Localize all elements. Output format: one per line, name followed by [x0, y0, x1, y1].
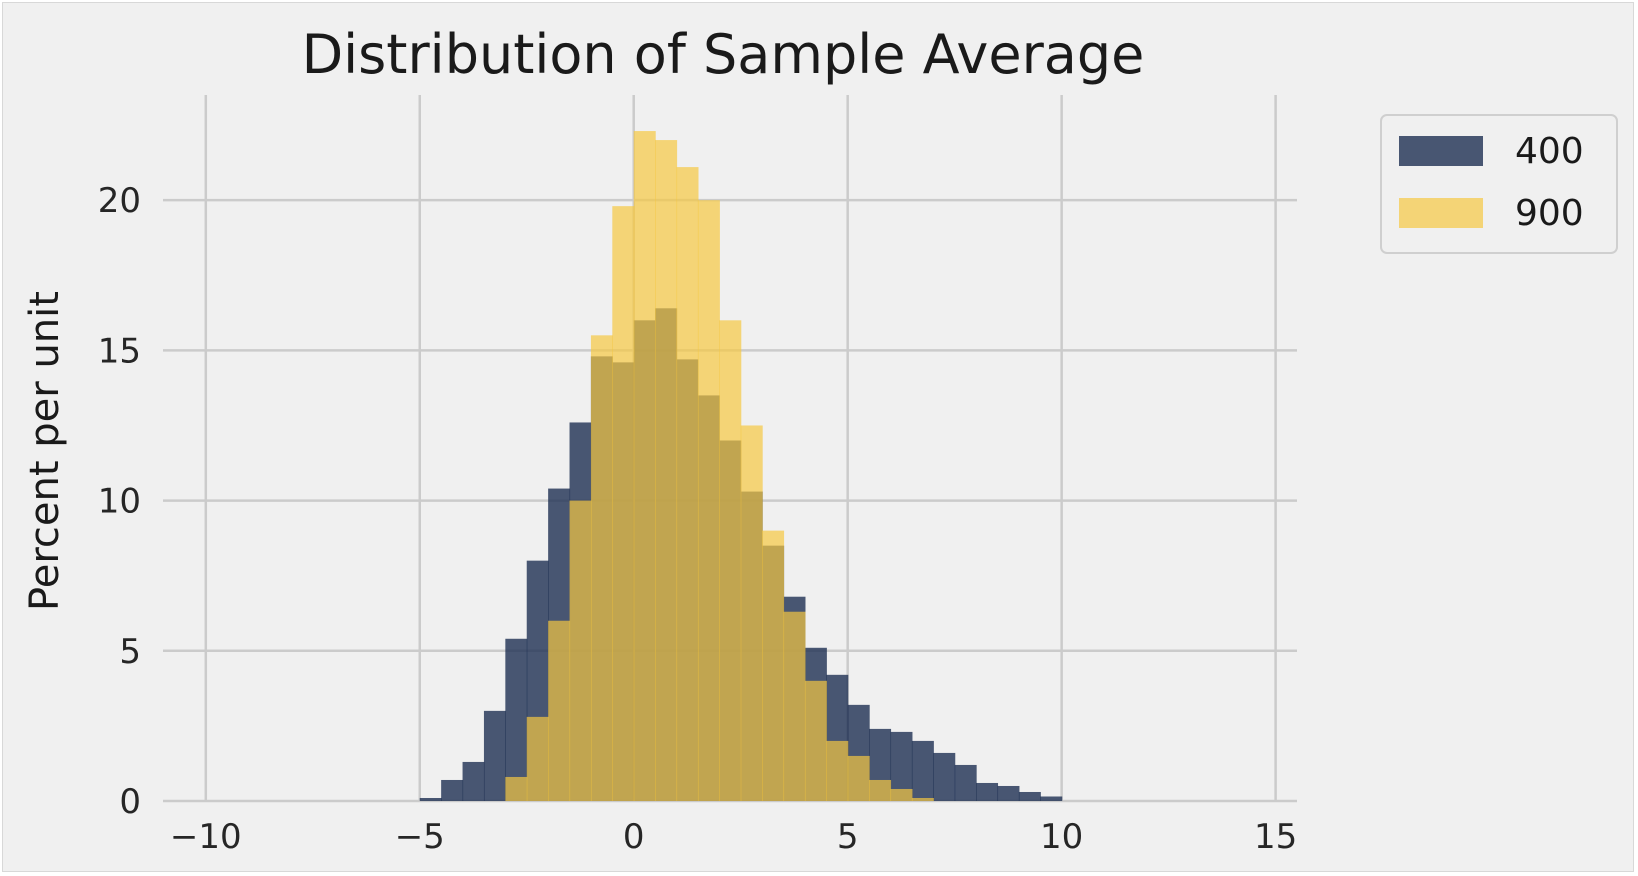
bar-900: [505, 776, 528, 801]
y-tick-label: 15: [98, 331, 141, 371]
bar-900: [590, 335, 613, 801]
bar-400: [890, 731, 913, 801]
bar-900: [740, 425, 763, 801]
x-tick-label: 10: [1040, 817, 1083, 857]
bar-400: [933, 752, 956, 801]
bar-900: [847, 755, 870, 801]
bar-900: [911, 797, 934, 801]
bar-900: [548, 620, 571, 801]
bar-900: [826, 740, 849, 801]
bar-400: [505, 638, 528, 801]
bar-900: [890, 788, 913, 801]
legend-label-900: 900: [1515, 193, 1584, 234]
series-900-bars: [505, 131, 934, 802]
y-tick-label: 10: [98, 482, 141, 522]
bar-400: [483, 710, 506, 801]
bar-400: [997, 785, 1020, 801]
bar-900: [762, 530, 785, 801]
legend-swatch-900: [1399, 198, 1483, 228]
y-tick-label: 20: [98, 181, 141, 221]
bar-400: [954, 764, 977, 801]
x-tick-label: 0: [623, 817, 645, 857]
y-tick-label: 0: [119, 782, 141, 822]
bar-400: [441, 779, 464, 801]
bar-900: [697, 200, 720, 802]
x-tick-label: −10: [170, 817, 242, 857]
bar-900: [655, 140, 678, 801]
bar-400: [1018, 791, 1041, 801]
x-axis-ticks: −10 −5 0 5 10 15: [170, 817, 1297, 857]
legend: 400 900: [1380, 114, 1618, 254]
bar-900: [783, 611, 806, 801]
bar-900: [612, 206, 635, 801]
bar-400: [419, 797, 442, 801]
bar-900: [633, 131, 656, 801]
bar-400: [462, 761, 485, 801]
bar-400: [1040, 796, 1063, 801]
legend-label-400: 400: [1515, 131, 1584, 172]
bar-900: [804, 680, 827, 801]
y-axis-label: Percent per unit: [22, 291, 68, 611]
bar-900: [719, 320, 742, 801]
bar-400: [976, 782, 999, 801]
chart-title: Distribution of Sample Average: [302, 23, 1145, 86]
bar-400: [911, 740, 934, 801]
histogram-chart: −10 −5 0 5 10 15 0 5 10 15 20 Distribution of Sam…: [22, 23, 1618, 857]
bar-900: [526, 716, 549, 801]
legend-swatch-400: [1399, 136, 1483, 166]
bar-900: [869, 779, 892, 801]
x-tick-label: 15: [1254, 817, 1297, 857]
bar-900: [676, 167, 699, 802]
x-tick-label: −5: [395, 817, 445, 857]
bar-900: [569, 500, 592, 801]
x-tick-label: 5: [837, 817, 859, 857]
y-axis-ticks: 0 5 10 15 20: [98, 181, 141, 822]
y-tick-label: 5: [119, 632, 141, 672]
